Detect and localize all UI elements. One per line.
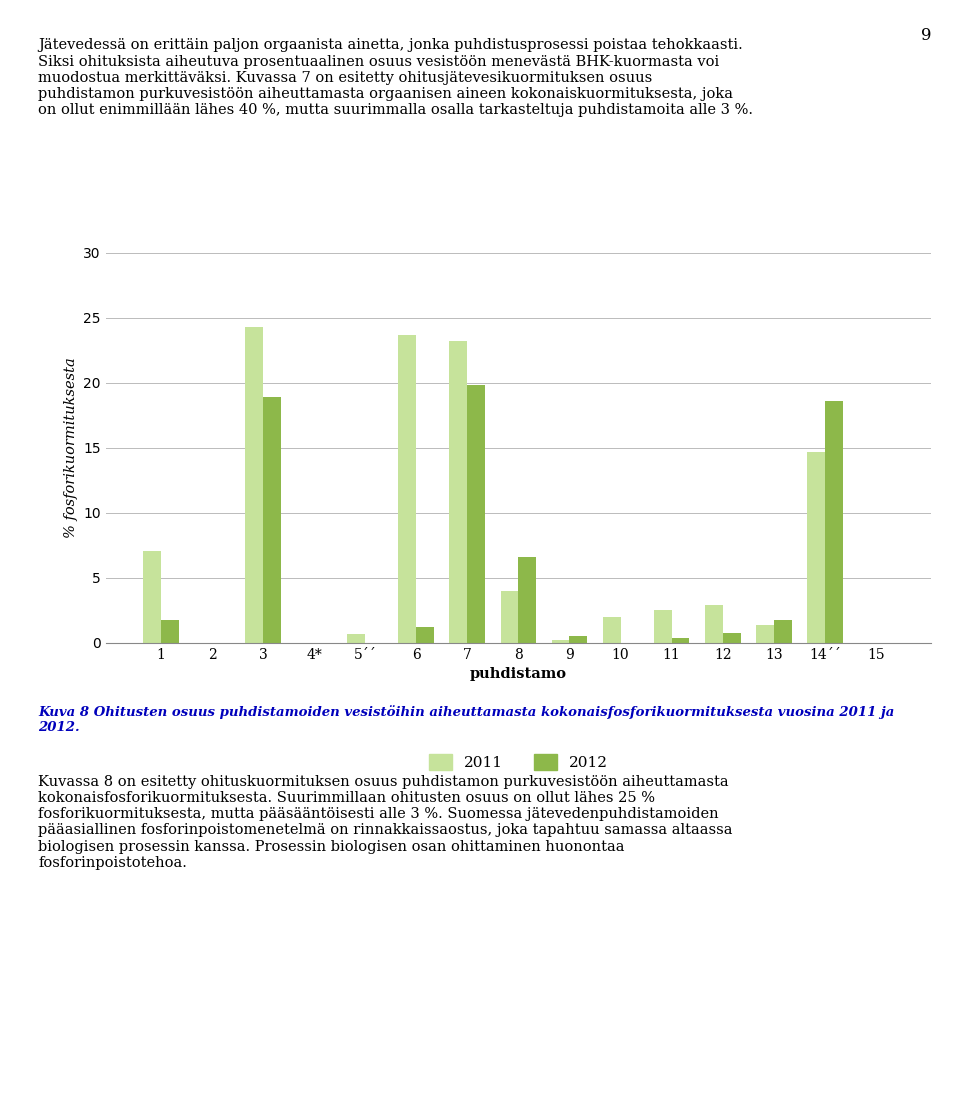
X-axis label: puhdistamo: puhdistamo — [469, 667, 567, 681]
Bar — [672, 637, 689, 643]
Text: Kuva 8 Ohitusten osuus puhdistamoiden vesistöihin aiheuttamasta kokonaisfosforik: Kuva 8 Ohitusten osuus puhdistamoiden ve… — [38, 706, 895, 734]
Bar — [603, 617, 620, 643]
Bar — [825, 401, 843, 643]
Y-axis label: % fosforikuormituksesta: % fosforikuormituksesta — [63, 357, 78, 539]
Bar — [417, 628, 434, 643]
Bar — [348, 634, 365, 643]
Bar — [468, 386, 485, 643]
Bar — [518, 557, 537, 643]
Bar — [806, 452, 825, 643]
Bar — [143, 551, 161, 643]
Bar — [569, 636, 588, 643]
Bar — [500, 591, 518, 643]
Bar — [774, 620, 792, 643]
Bar — [245, 326, 263, 643]
Legend: 2011, 2012: 2011, 2012 — [422, 748, 614, 776]
Bar — [756, 624, 774, 643]
Bar — [161, 620, 179, 643]
Bar — [654, 610, 672, 643]
Text: Jätevedessä on erittäin paljon orgaanista ainetta, jonka puhdistusprosessi poist: Jätevedessä on erittäin paljon orgaanist… — [38, 38, 754, 118]
Bar — [263, 397, 281, 643]
Bar — [398, 335, 417, 643]
Bar — [449, 341, 468, 643]
Bar — [552, 641, 569, 643]
Bar — [723, 633, 740, 643]
Bar — [705, 606, 723, 643]
Text: 9: 9 — [921, 27, 931, 44]
Text: Kuvassa 8 on esitetty ohituskuormituksen osuus puhdistamon purkuvesistöön aiheut: Kuvassa 8 on esitetty ohituskuormituksen… — [38, 775, 732, 869]
